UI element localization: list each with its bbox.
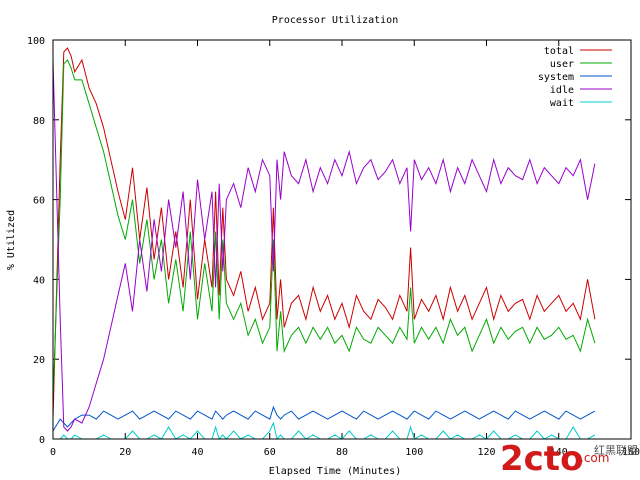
y-tick-label: 60: [33, 196, 45, 207]
chart-title: Processor Utilization: [272, 15, 398, 26]
y-tick-label: 20: [33, 355, 45, 366]
legend-label-wait: wait: [550, 98, 574, 109]
plot-frame: [52, 39, 632, 440]
legend-label-user: user: [550, 59, 574, 70]
legend-label-idle: idle: [550, 85, 574, 96]
x-tick-label: 80: [336, 447, 348, 458]
legend: total user system idle wait: [538, 46, 612, 109]
x-tick-label: 160: [622, 447, 640, 458]
x-tick-label: 140: [550, 447, 568, 458]
y-axis-label: % Utilized: [6, 210, 17, 270]
watermark-logo: 2cto .com 红黑联盟: [500, 439, 638, 479]
series-line-system: [52, 405, 596, 432]
x-tick-label: 100: [405, 447, 423, 458]
y-tick-label: 0: [39, 435, 45, 446]
x-tick-label: 20: [119, 447, 131, 458]
x-tick-label: 120: [477, 447, 495, 458]
series-line-total: [52, 47, 596, 420]
series-line-idle: [52, 59, 596, 432]
y-tick-label: 100: [27, 36, 45, 47]
y-tick-label: 40: [33, 275, 45, 286]
legend-label-total: total: [544, 46, 574, 57]
x-tick-label: 0: [50, 447, 56, 458]
legend-label-system: system: [538, 72, 574, 83]
x-tick-label: 60: [264, 447, 276, 458]
watermark-logo-text: 2cto: [500, 439, 583, 479]
series-line-user: [52, 59, 596, 400]
x-tick-label: 40: [191, 447, 203, 458]
y-tick-label: 80: [33, 116, 45, 127]
watermark-logo-suffix: .com: [580, 451, 609, 465]
series-lines: [52, 47, 596, 441]
watermark-caption: 红黑联盟: [594, 444, 638, 457]
x-axis-label: Elapsed Time (Minutes): [269, 466, 401, 477]
